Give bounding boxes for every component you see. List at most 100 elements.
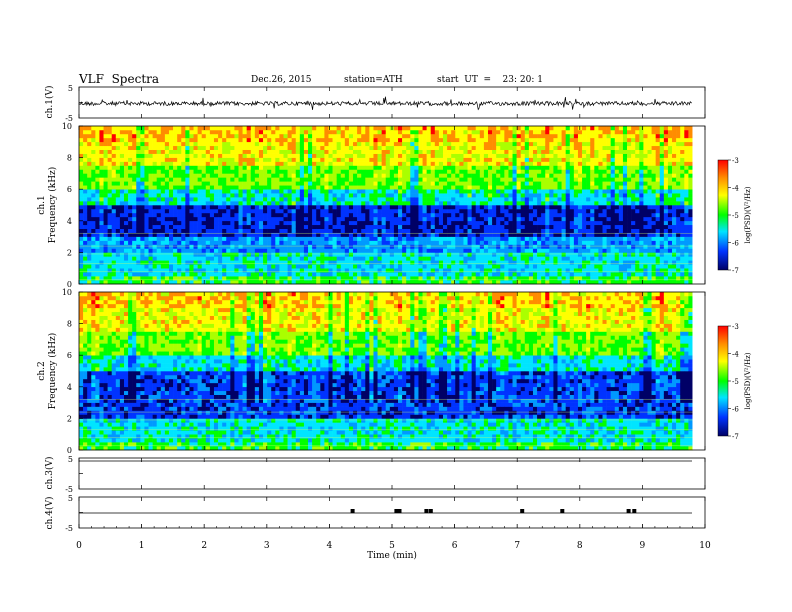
spectrogram-cell (295, 212, 301, 218)
spectrogram-cell (512, 189, 517, 194)
spectrogram-cell (107, 133, 113, 139)
spectrogram-cell (230, 272, 235, 277)
spectrogram-cell (504, 145, 509, 150)
spectrogram-cell (164, 165, 170, 170)
spectrogram-cell (213, 268, 219, 273)
spectrogram-cell (532, 137, 538, 143)
spectrogram-cell (173, 208, 178, 214)
spectrogram-cell (369, 224, 374, 229)
spectrogram-cell (492, 248, 497, 253)
spectrogram-cell (275, 133, 280, 139)
spectrogram-cell (181, 228, 186, 233)
spectrogram-cell (434, 153, 440, 158)
spectrogram-cell (230, 145, 235, 150)
spectrogram-cell (238, 264, 243, 269)
spectrogram-cell (320, 224, 325, 229)
spectrogram-cell (160, 169, 166, 174)
spectrogram-cell (553, 248, 558, 253)
spectrogram-cell (263, 228, 268, 233)
spectrogram-cell (173, 193, 178, 198)
spectrogram-cell (512, 185, 517, 190)
spectrogram-cell (222, 161, 227, 166)
spectrogram-cell (218, 141, 223, 147)
spectrogram-cell (528, 169, 534, 174)
spectrogram-cell (451, 177, 456, 182)
spectrogram-cell (181, 236, 186, 241)
spectrogram-cell (443, 228, 448, 233)
spectrogram-cell (230, 153, 235, 158)
spectrogram-cell (234, 256, 239, 261)
spectrogram-cell (250, 228, 256, 233)
spectrogram-cell (123, 145, 129, 150)
spectrogram-cell (447, 224, 452, 229)
spectrogram-cell (344, 205, 350, 210)
spectrogram-cell (173, 272, 178, 277)
spectrogram-cell (103, 264, 108, 269)
spectrogram-cell (83, 145, 88, 150)
spectrogram-cell (500, 133, 505, 139)
spectrogram-cell (132, 177, 137, 182)
spectrogram-cell (463, 181, 468, 186)
spectrogram-cell (316, 220, 321, 226)
spectrogram-cell (463, 205, 468, 210)
spectrogram-cell (119, 197, 125, 202)
spectrogram-cell (361, 189, 366, 194)
spectrogram-cell (234, 216, 239, 222)
spectrogram-cell (201, 161, 207, 166)
spectrogram-cell (418, 216, 423, 222)
spectrogram-cell (467, 248, 472, 253)
spectrogram-cell (361, 252, 366, 257)
spectrogram-cell (414, 252, 419, 257)
spectrogram-cell (168, 280, 174, 285)
spectrogram-cell (508, 126, 513, 131)
spectrogram-cell (353, 268, 358, 273)
spectrogram-cell (111, 129, 117, 135)
spectrogram-cell (213, 205, 219, 210)
spectrogram-cell (258, 252, 264, 257)
spectrogram-cell (128, 157, 133, 162)
spectrogram-cell (348, 216, 354, 222)
spectrogram-cell (381, 185, 387, 190)
spectrogram-cell (168, 268, 174, 273)
spectrogram-cell (119, 133, 125, 139)
spectrogram-cell (561, 161, 566, 166)
spectrogram-cell (111, 248, 117, 253)
spectrogram-cell (332, 165, 337, 170)
spectrogram-cell (123, 169, 129, 174)
spectrogram-cell (549, 260, 554, 265)
spectrogram-cell (312, 268, 317, 273)
spectrogram-cell (258, 205, 264, 210)
spectrogram-cell (271, 201, 276, 206)
spectrogram-cell (295, 193, 301, 198)
spectrogram-cell (79, 161, 84, 166)
spectrogram-cell (471, 177, 477, 182)
spectrogram-cell (267, 129, 272, 135)
spectrogram-cell (537, 197, 542, 202)
spectrogram-cell (475, 240, 481, 245)
spectrogram-cell (549, 256, 554, 261)
spectrogram-cell (549, 126, 554, 131)
spectrogram-cell (160, 240, 166, 245)
spectrogram-cell (222, 193, 227, 198)
spectrogram-cell (377, 149, 382, 154)
spectrogram-cell (181, 256, 186, 261)
spectrogram-cell (258, 244, 264, 249)
spectrogram-cell (132, 173, 137, 178)
spectrogram-cell (406, 216, 411, 222)
spectrogram-cell (549, 264, 554, 269)
spectrogram-cell (348, 212, 354, 218)
spectrogram-cell (185, 149, 190, 154)
spectrogram-cell (103, 236, 108, 241)
spectrogram-cell (238, 280, 243, 285)
spectrogram-cell (168, 244, 174, 249)
spectrogram-cell (447, 252, 452, 257)
spectrogram-cell (471, 216, 477, 222)
spectrogram-cell (234, 240, 239, 245)
spectrogram-cell (324, 169, 329, 174)
spectrogram-cell (181, 224, 186, 229)
spectrogram-cell (402, 268, 407, 273)
station-label: station=ATH (344, 75, 403, 85)
spectrogram-cell (455, 212, 460, 218)
spectrogram-cell (95, 240, 100, 245)
spectrogram-cell (226, 264, 231, 269)
